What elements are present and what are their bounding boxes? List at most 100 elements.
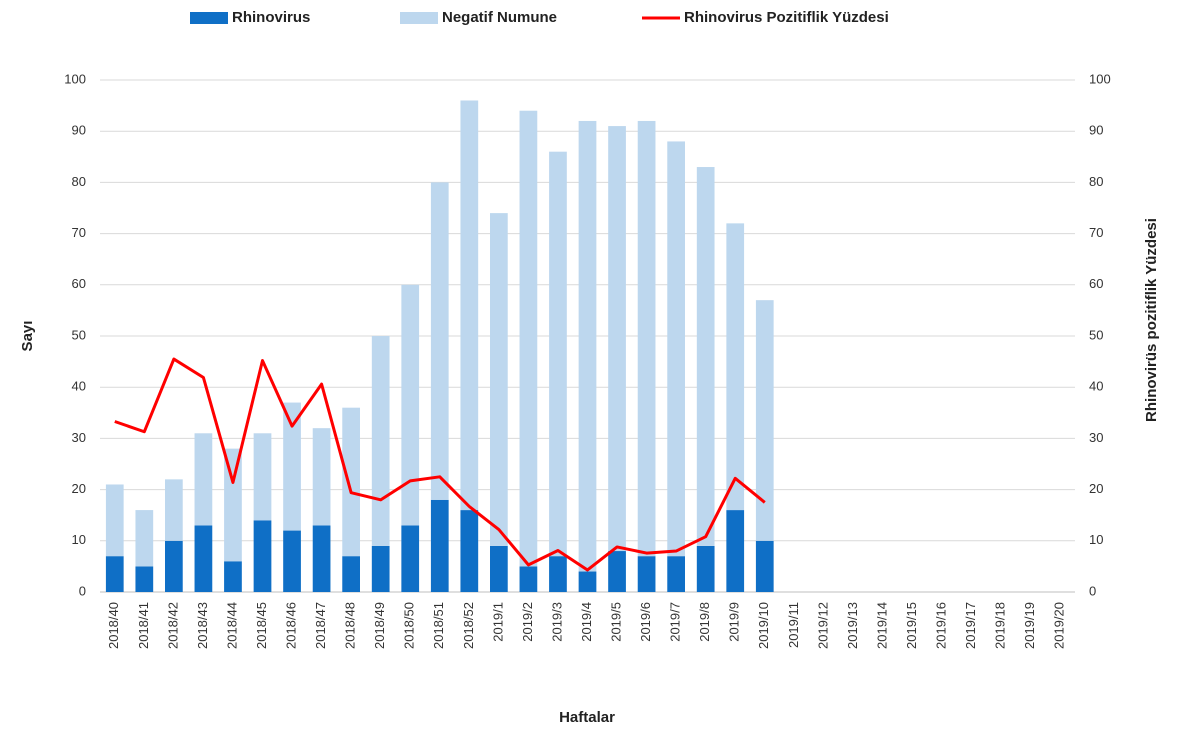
bar xyxy=(135,566,154,592)
x-tick-label: 2018/42 xyxy=(165,602,180,649)
y2-tick-label: 40 xyxy=(1089,379,1103,394)
y-tick-label: 40 xyxy=(72,379,86,394)
bar xyxy=(342,556,360,592)
y-axis-title: Sayı xyxy=(19,321,36,352)
y2-tick-label: 100 xyxy=(1089,71,1111,86)
bar xyxy=(283,402,301,531)
bar xyxy=(342,407,360,557)
bar xyxy=(667,556,685,592)
bar xyxy=(401,525,420,592)
bar xyxy=(105,484,124,557)
x-tick-label: 2019/13 xyxy=(845,602,860,649)
y2-tick-label: 50 xyxy=(1089,327,1103,342)
x-tick-label: 2019/7 xyxy=(668,602,683,642)
x-tick-label: 2019/11 xyxy=(786,602,801,648)
x-tick-label: 2018/49 xyxy=(372,602,387,649)
x-tick-label: 2019/8 xyxy=(697,602,712,642)
bar xyxy=(460,100,479,511)
x-tick-label: 2019/14 xyxy=(874,602,889,649)
bar xyxy=(430,182,449,500)
x-tick-label: 2018/50 xyxy=(402,602,417,649)
y2-axis-title: Rhinovirüs pozitiflik Yüzdesi xyxy=(1143,218,1160,422)
x-tick-label: 2018/51 xyxy=(431,602,446,649)
y2-tick-label: 80 xyxy=(1089,174,1103,189)
bar xyxy=(283,530,301,592)
x-tick-label: 2019/1 xyxy=(490,602,505,642)
bar xyxy=(490,545,508,592)
y-tick-label: 70 xyxy=(72,225,86,240)
x-tick-label: 2018/45 xyxy=(254,602,269,649)
bar xyxy=(637,556,656,592)
bar xyxy=(165,479,183,541)
bar xyxy=(371,336,390,546)
x-tick-label: 2019/18 xyxy=(993,602,1008,649)
x-tick-label: 2019/6 xyxy=(638,602,653,642)
bar xyxy=(578,571,597,592)
x-tick-label: 2019/16 xyxy=(933,602,948,649)
bar xyxy=(608,551,626,592)
y-tick-label: 20 xyxy=(72,481,86,496)
x-tick-label: 2019/12 xyxy=(815,602,830,649)
bar xyxy=(165,540,183,592)
y2-tick-label: 0 xyxy=(1089,583,1096,598)
x-tick-label: 2019/17 xyxy=(963,602,978,649)
bar xyxy=(312,428,331,526)
y2-tick-label: 20 xyxy=(1089,481,1103,496)
line-series xyxy=(114,357,766,572)
bar xyxy=(519,110,538,567)
bar xyxy=(726,223,745,511)
x-tick-label: 2018/40 xyxy=(106,602,121,649)
bar xyxy=(224,448,242,562)
x-axis-title: Haftalar xyxy=(559,709,615,726)
y-tick-label: 100 xyxy=(64,71,86,86)
x-tick-label: 2019/2 xyxy=(520,602,535,642)
x-tick-label: 2018/46 xyxy=(283,602,298,649)
bar xyxy=(549,556,567,592)
y2-tick-label: 60 xyxy=(1089,276,1103,291)
x-tick-label: 2018/41 xyxy=(136,602,151,649)
y-tick-label: 0 xyxy=(79,583,86,598)
legend-swatch xyxy=(400,12,438,24)
x-tick-label: 2019/15 xyxy=(904,602,919,649)
y2-tick-label: 90 xyxy=(1089,123,1103,138)
bar xyxy=(105,556,124,592)
bar xyxy=(696,545,715,592)
x-tick-label: 2018/44 xyxy=(224,602,239,649)
bar xyxy=(430,499,449,592)
x-tick-label: 2019/4 xyxy=(579,602,594,642)
legend-label: Rhinovirus xyxy=(232,9,310,26)
bar xyxy=(667,141,685,557)
y-tick-label: 60 xyxy=(72,276,86,291)
y2-tick-label: 10 xyxy=(1089,532,1103,547)
y-tick-label: 10 xyxy=(72,532,86,547)
bar xyxy=(755,300,774,541)
x-tick-label: 2019/9 xyxy=(727,602,742,642)
bar xyxy=(578,120,597,572)
x-tick-label: 2018/48 xyxy=(343,602,358,649)
y-tick-label: 30 xyxy=(72,430,86,445)
legend-label: Rhinovirus Pozitiflik Yüzdesi xyxy=(684,9,889,26)
bar xyxy=(253,433,272,521)
bar xyxy=(135,510,154,567)
bar xyxy=(194,433,213,526)
bar xyxy=(755,540,774,592)
bar xyxy=(401,284,420,526)
y2-tick-label: 70 xyxy=(1089,225,1103,240)
x-tick-label: 2018/43 xyxy=(195,602,210,649)
y-tick-label: 50 xyxy=(72,327,86,342)
legend-swatch xyxy=(190,12,228,24)
bar xyxy=(608,126,626,552)
bar xyxy=(519,566,538,592)
y-tick-label: 90 xyxy=(72,123,86,138)
bar xyxy=(460,510,479,592)
bar xyxy=(224,561,242,592)
x-tick-label: 2019/3 xyxy=(549,602,564,642)
legend-label: Negatif Numune xyxy=(442,9,557,26)
bar xyxy=(371,545,390,592)
x-tick-label: 2018/52 xyxy=(461,602,476,649)
bar xyxy=(637,120,656,557)
x-tick-label: 2019/5 xyxy=(608,602,623,642)
bar xyxy=(490,213,508,546)
bar xyxy=(312,525,331,592)
